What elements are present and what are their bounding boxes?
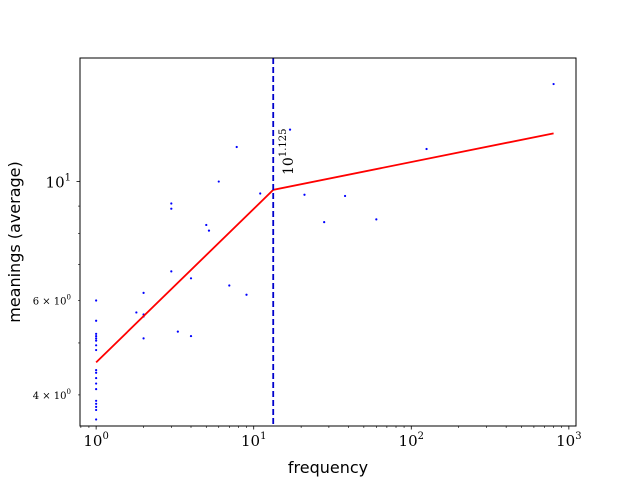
- data-point: [425, 147, 428, 151]
- data-point: [207, 229, 211, 232]
- data-point: [235, 145, 238, 149]
- data-point: [95, 402, 98, 405]
- plot-frame: [79, 57, 577, 427]
- data-point: [205, 223, 208, 227]
- data-point: [189, 334, 193, 338]
- data-point: [375, 218, 378, 221]
- data-point: [170, 270, 173, 273]
- data-point: [95, 399, 98, 402]
- y-tick-label: 101: [46, 173, 71, 192]
- data-point: [259, 192, 262, 195]
- data-point: [95, 339, 98, 342]
- data-point: [135, 311, 138, 314]
- x-tick-label: 102: [399, 431, 424, 450]
- data-point: [142, 291, 145, 294]
- x-tick-label: 100: [83, 431, 108, 450]
- data-point: [95, 371, 98, 374]
- y-tick-label: 6 × 100: [33, 293, 71, 307]
- data-point: [552, 82, 555, 86]
- breakpoint-label: 101.125: [278, 129, 297, 175]
- y-tick-label: 4 × 100: [33, 388, 71, 402]
- data-point: [176, 330, 179, 333]
- data-point: [95, 418, 98, 421]
- data-point: [95, 344, 98, 347]
- plot-marks: 101.125: [95, 58, 555, 426]
- data-point: [95, 368, 98, 372]
- data-point: [95, 348, 98, 352]
- data-point: [95, 382, 98, 385]
- data-point: [170, 207, 173, 210]
- data-point: [95, 408, 98, 412]
- x-tick-label: 103: [556, 431, 581, 450]
- data-point: [95, 376, 98, 380]
- data-point: [303, 193, 306, 196]
- x-axis-ticks: 100 101 102 103: [80, 426, 582, 450]
- x-tick-label: 101: [241, 431, 266, 450]
- data-point: [245, 293, 248, 296]
- data-point: [95, 332, 98, 335]
- data-point: [323, 221, 326, 224]
- data-point: [95, 334, 98, 338]
- y-axis-ticks: 4 × 100 6 × 100 101: [33, 173, 80, 402]
- data-point: [95, 299, 98, 302]
- data-point: [95, 337, 98, 340]
- x-axis-label: frequency: [288, 458, 368, 477]
- data-point: [95, 388, 98, 391]
- data-point: [288, 128, 292, 131]
- data-point: [228, 284, 231, 287]
- data-point: [189, 277, 193, 280]
- data-point: [217, 180, 220, 183]
- data-point: [95, 319, 98, 322]
- data-point: [95, 405, 98, 408]
- data-point: [343, 194, 347, 198]
- data-point: [170, 202, 173, 205]
- data-point: [142, 337, 145, 340]
- y-axis-label: meanings (average): [5, 161, 24, 323]
